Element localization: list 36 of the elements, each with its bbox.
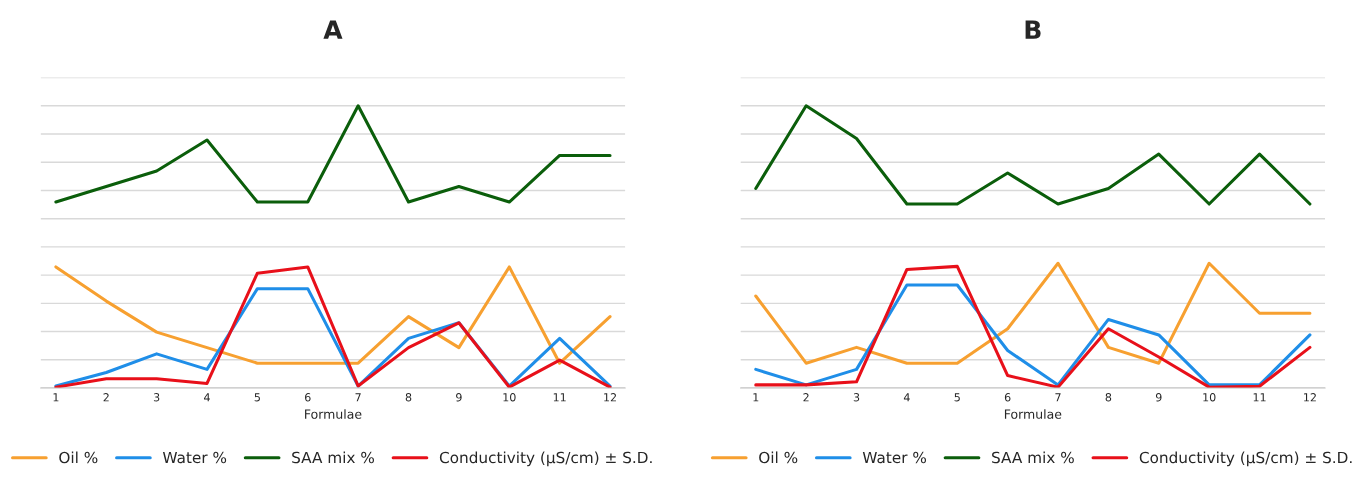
legend-label: SAA mix % — [992, 451, 1074, 464]
x-tick-label: 8 — [405, 393, 412, 402]
x-tick-label: 5 — [954, 393, 960, 402]
legend-label: Water % — [162, 451, 227, 464]
x-tick-label: 10 — [1203, 393, 1216, 402]
chart-title: A — [323, 20, 343, 39]
x-tick-label: 7 — [355, 393, 361, 402]
legend-label: Conductivity (µS/cm) ± S.D. — [1139, 451, 1352, 467]
x-tick-label: 9 — [1155, 393, 1162, 402]
x-tick-label: 12 — [1304, 393, 1316, 402]
chart-title: B — [1025, 20, 1041, 39]
legend-label: SAA mix % — [292, 451, 374, 464]
x-tick-label: 2 — [803, 393, 809, 402]
x-axis-title: Formulae — [1004, 409, 1062, 419]
legend-label: Conductivity (µS/cm) ± S.D. — [439, 451, 652, 467]
x-tick-label: 3 — [153, 393, 160, 402]
x-tick-label: 6 — [1004, 393, 1011, 402]
x-axis-title: Formulae — [305, 409, 362, 419]
x-tick-label: 4 — [903, 393, 910, 402]
x-tick-label: 9 — [456, 393, 462, 402]
x-tick-label: 3 — [853, 393, 860, 402]
legend-label: Oil % — [759, 451, 798, 464]
legend-label: Oil % — [59, 451, 98, 464]
x-tick-label: 2 — [103, 393, 109, 402]
x-tick-label: 10 — [503, 393, 516, 402]
x-tick-label: 12 — [604, 393, 616, 402]
x-tick-label: 1 — [753, 393, 759, 402]
x-tick-label: 5 — [254, 393, 260, 402]
x-tick-label: 4 — [204, 393, 210, 402]
x-tick-label: 11 — [553, 393, 566, 402]
x-tick-label: 11 — [1253, 393, 1266, 402]
x-tick-label: 1 — [53, 393, 59, 402]
x-tick-label: 8 — [1105, 393, 1112, 402]
x-tick-label: 6 — [305, 393, 311, 402]
x-tick-label: 7 — [1055, 393, 1061, 402]
legend-label: Water % — [862, 451, 927, 464]
